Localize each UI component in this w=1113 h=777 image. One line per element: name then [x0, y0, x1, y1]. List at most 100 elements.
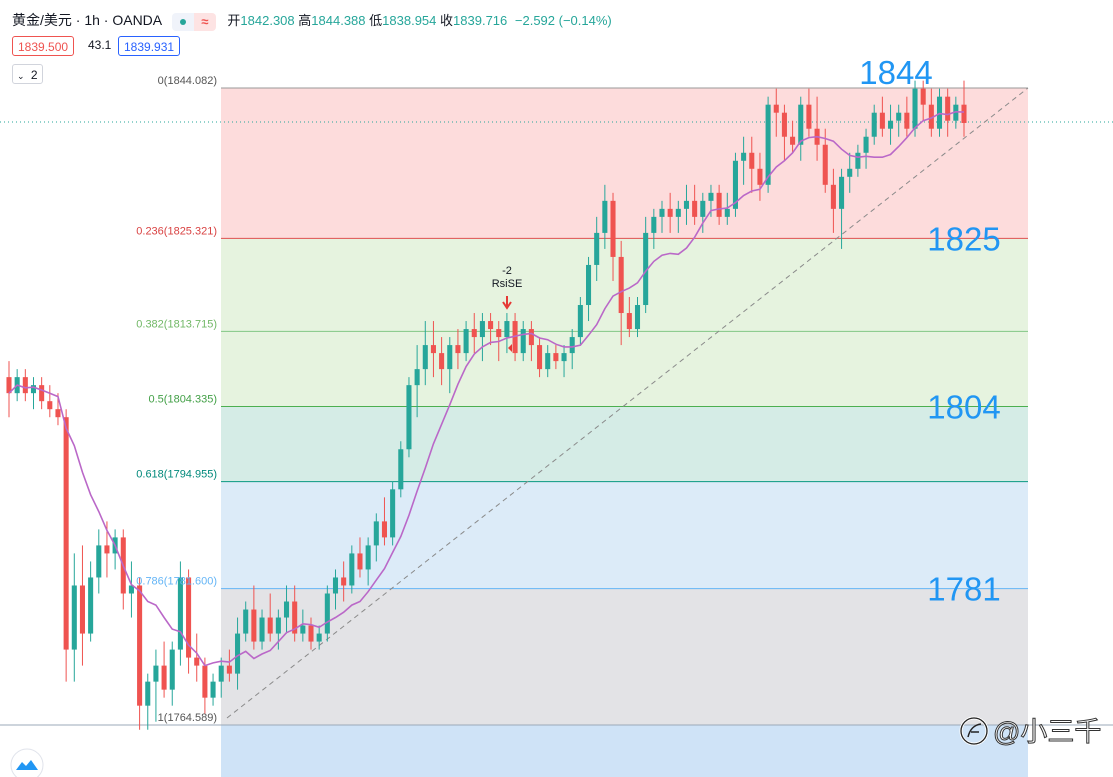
candle [71, 553, 77, 682]
low-value: 1838.954 [382, 13, 437, 28]
candle [724, 192, 730, 225]
candle [488, 313, 494, 346]
fib-levels [0, 87, 1113, 726]
signal-arrow-small-icon [508, 344, 512, 352]
chevron-down-icon: ⌄ [17, 71, 25, 81]
candle [790, 120, 796, 153]
candle [463, 321, 469, 362]
candle [243, 601, 249, 642]
ask-price-box[interactable]: 1839.931 [118, 36, 181, 56]
candle [569, 329, 575, 370]
signal-value: -2 [502, 265, 512, 277]
candle [749, 136, 755, 193]
candle [292, 585, 298, 642]
candle [30, 377, 37, 410]
fib-band-0.618 [221, 481, 1028, 589]
fib-bands [221, 88, 1028, 777]
candle [928, 88, 934, 137]
candle [643, 216, 649, 314]
candle [757, 152, 763, 201]
candle [961, 80, 967, 137]
candle [545, 345, 551, 378]
indicator-count: 2 [30, 68, 38, 82]
trend-line[interactable] [226, 87, 1029, 719]
candle [210, 673, 216, 706]
indicators-toggle[interactable]: ⌄ 2 [12, 64, 43, 84]
wave-icon[interactable]: ≈ [193, 12, 216, 31]
candle [202, 657, 208, 714]
fib-band-1 [221, 725, 1028, 777]
candle [479, 313, 485, 362]
change-value: −2.592 (−0.14%) [514, 13, 612, 28]
candle [904, 96, 910, 137]
candle [235, 617, 241, 690]
candle [512, 313, 518, 362]
high-value: 1844.388 [311, 13, 366, 28]
candle [47, 385, 53, 418]
candle [585, 256, 592, 322]
fib-label-0.382: 0.382(1813.715) [136, 318, 217, 330]
fib-label-1: 1(1764.589) [158, 712, 217, 724]
fib-band-0 [221, 88, 1028, 239]
candle [732, 152, 738, 217]
candle [128, 561, 134, 618]
status-dot-icon [171, 12, 194, 31]
candle [430, 321, 436, 378]
bid-price-box[interactable]: 1839.500 [12, 36, 75, 56]
low-label: 低 [369, 13, 383, 28]
candle [871, 104, 877, 145]
candle [267, 593, 273, 642]
candle [186, 569, 192, 674]
candle [692, 184, 698, 225]
candle [63, 409, 69, 682]
candle [439, 337, 445, 386]
signal-arrow-icon [502, 296, 512, 310]
tradingview-logo-icon[interactable] [10, 748, 44, 777]
candle [259, 609, 265, 650]
candle [553, 345, 559, 370]
candle [602, 184, 608, 249]
candle [659, 200, 665, 233]
fib-price-callouts: 1844 1825 1804 1781 [859, 54, 1000, 608]
candle [194, 633, 200, 682]
candle [471, 313, 477, 354]
candle [806, 88, 812, 137]
high-label: 高 [298, 13, 312, 28]
fib-labels: 0(1844.082) 0.236(1825.321) 0.382(1813.715… [136, 75, 217, 724]
candle [667, 192, 673, 233]
candle [798, 96, 804, 161]
candle [137, 577, 143, 730]
watermark-text: @小三千 [993, 717, 1101, 747]
close-value: 1839.716 [453, 13, 508, 28]
candle [936, 88, 943, 137]
candle [700, 192, 706, 233]
candle [349, 545, 355, 594]
fib-band-0.382 [221, 331, 1028, 407]
candle [830, 168, 836, 233]
fib-callout-0.236: 1825 [927, 220, 1000, 257]
candle [651, 208, 657, 249]
candle [888, 104, 894, 145]
candle [716, 184, 722, 225]
candle [634, 297, 641, 338]
candle [381, 497, 388, 546]
candle [781, 104, 787, 161]
spread-value: 43.1 [88, 38, 112, 52]
candle [675, 200, 681, 233]
candle [537, 337, 543, 378]
fib-band-0.786 [221, 588, 1028, 725]
candle [953, 96, 959, 129]
candle [455, 329, 461, 370]
candle [577, 297, 583, 346]
candle [406, 377, 412, 458]
candle [855, 144, 861, 177]
candle [251, 585, 257, 650]
candle [226, 649, 232, 682]
candle [773, 88, 779, 137]
symbol-title[interactable]: 黄金/美元 · 1h · OANDA [12, 12, 163, 28]
candle [373, 513, 379, 562]
moving-average-line [8, 110, 965, 667]
candle [390, 481, 396, 546]
candle [316, 625, 322, 650]
